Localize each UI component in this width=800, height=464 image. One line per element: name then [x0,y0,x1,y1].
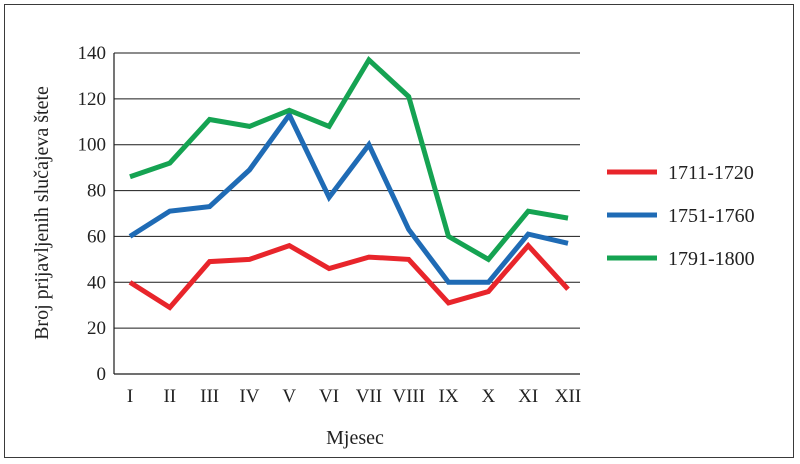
legend-label: 1751-1760 [668,205,755,227]
y-axis-title: Broj prijavljenih slučajeva štete [31,86,53,340]
y-tick-label: 0 [97,364,107,385]
series-line-1791-1800 [129,55,569,263]
y-tick-label: 100 [78,135,107,156]
series-line-1711-1720 [128,241,570,311]
x-tick-label: VIII [392,386,425,407]
series-line-1751-1760 [128,110,569,285]
x-tick-label: XII [555,386,581,407]
legend-label: 1791-1800 [668,248,755,270]
legend: 1711-1720 1751-1760 1791-1800 [607,162,755,270]
legend-label: 1711-1720 [668,162,754,184]
x-tick-label: III [200,386,219,407]
x-tick-label: VII [356,386,382,407]
axes [113,53,580,375]
x-tick-label: VI [319,386,339,407]
x-tick-labels: I II III IV V VI VII VIII IX X XI XII [127,386,581,407]
x-axis-title: Mjesec [326,427,384,449]
series-lines [128,55,570,311]
x-tick-label: IX [439,386,459,407]
x-tick-label: X [481,386,495,407]
y-tick-label: 60 [87,226,106,247]
x-tick-label: XI [518,386,538,407]
y-tick-labels: 0 20 40 60 80 100 120 140 [78,43,107,385]
y-tick-label: 120 [78,89,107,110]
x-tick-label: IV [239,386,259,407]
y-tick-label: 40 [87,272,106,293]
y-tick-label: 80 [87,181,106,202]
x-tick-label: I [127,386,133,407]
y-tick-label: 140 [78,43,107,64]
x-tick-label: II [163,386,176,407]
y-tick-label: 20 [87,318,106,339]
x-tick-label: V [282,386,296,407]
